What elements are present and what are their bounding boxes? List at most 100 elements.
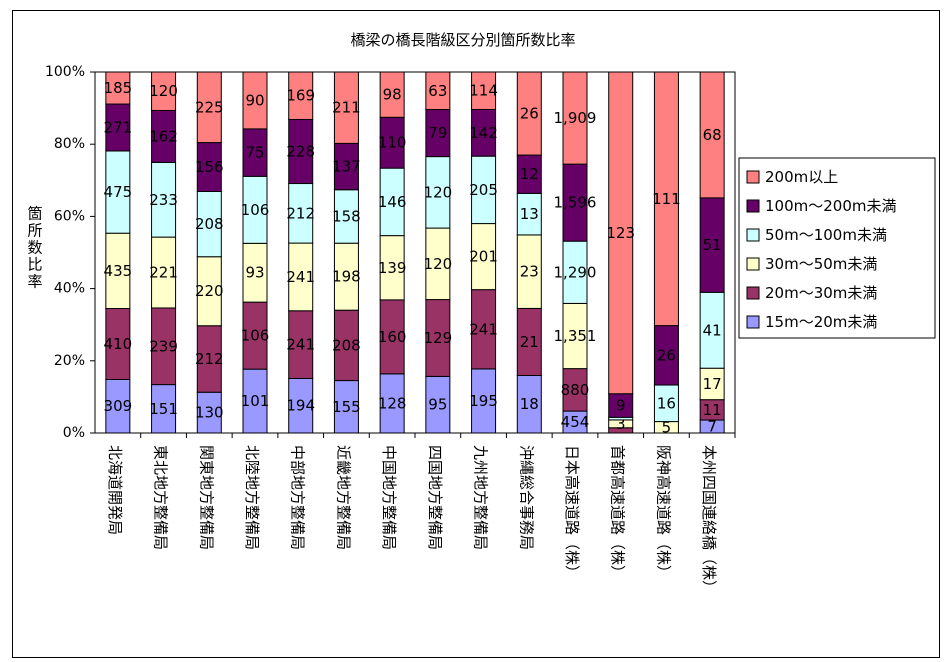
bar-segment <box>242 175 268 244</box>
bar-segment <box>471 289 497 370</box>
data-label: 93 <box>245 264 264 282</box>
data-label: 239 <box>149 337 178 355</box>
bar-segment <box>562 302 588 370</box>
bar-segment <box>471 155 497 225</box>
category-label: 北海道開発局 <box>106 445 124 535</box>
data-label: 5 <box>662 418 672 436</box>
data-label: 1,909 <box>554 109 597 127</box>
data-label: 137 <box>332 158 361 176</box>
y-tick-label: 40% <box>54 281 85 297</box>
bar-segment <box>699 291 725 369</box>
data-label: 221 <box>149 264 178 282</box>
data-label: 3 <box>616 415 626 433</box>
bar-segment <box>242 128 268 177</box>
category-label: 関東地方整備局 <box>197 445 215 550</box>
data-label: 17 <box>703 375 722 393</box>
legend: 200m以上 100m～200m未満 50m～100m未満 30m～50m未満 20m～… <box>746 168 897 331</box>
data-label: 225 <box>195 98 224 116</box>
y-tick-label: 60% <box>54 208 85 224</box>
data-label: 241 <box>469 320 498 338</box>
bar-segment <box>425 71 451 111</box>
data-label: 11 <box>703 401 722 419</box>
bar-segment <box>425 109 451 158</box>
data-label: 139 <box>378 259 407 277</box>
bar-segment <box>699 71 725 199</box>
data-label: 123 <box>606 224 635 242</box>
bar-segment <box>105 308 131 380</box>
bar-segment <box>653 71 679 327</box>
bar-segment <box>516 71 542 156</box>
bar-segment <box>333 189 359 244</box>
bar-segment <box>105 378 131 434</box>
bar-segment <box>379 299 405 375</box>
y-tick-label: 0% <box>63 425 85 441</box>
data-label: 233 <box>149 191 178 209</box>
data-label: 51 <box>703 236 722 254</box>
data-label: 1,351 <box>554 327 597 345</box>
data-label: 75 <box>245 144 264 162</box>
bar-segment <box>562 163 588 242</box>
bar-segment <box>105 71 131 105</box>
data-label: 106 <box>241 201 270 219</box>
data-label: 475 <box>104 183 133 201</box>
data-label: 201 <box>469 248 498 266</box>
category-labels: 北海道開発局 東北地方整備局 関東地方整備局 北陸地方整備局 中部地方整備局 近畿地方整備… <box>106 445 718 595</box>
bar-segment <box>242 301 268 370</box>
bar-segment <box>653 325 679 386</box>
category-label: 中国地方整備局 <box>380 445 398 550</box>
category-label: 東北地方整備局 <box>152 445 170 550</box>
data-label: 160 <box>378 328 407 346</box>
stacked-bar-chart: 橋梁の橋長階級区分別箇所数比率 箇所数比率 0% 20% 40% 60% 80% 100%… <box>27 31 936 595</box>
bar-segment <box>562 240 588 304</box>
legend-swatch <box>746 170 760 184</box>
category-label: 沖縄総合事務局 <box>517 445 535 550</box>
data-label: 198 <box>332 268 361 286</box>
category-label: 北陸地方整備局 <box>243 445 261 550</box>
bar-segment <box>379 373 405 434</box>
y-tick-label: 20% <box>54 353 85 369</box>
data-label: 13 <box>520 205 539 223</box>
legend-label: 50m～100m未満 <box>765 226 887 244</box>
bar-segment <box>242 71 268 130</box>
bar-segment <box>151 71 177 111</box>
data-label: 195 <box>469 392 498 410</box>
data-label: 185 <box>104 79 133 97</box>
data-label: 129 <box>424 329 453 347</box>
bar-segment <box>333 309 359 382</box>
data-label: 241 <box>286 268 315 286</box>
category-label: 中部地方整備局 <box>289 445 307 550</box>
y-tick-label: 80% <box>54 136 85 152</box>
data-label: 142 <box>469 124 498 142</box>
bar-segment <box>196 256 222 327</box>
data-label: 16 <box>657 394 676 412</box>
data-label: 120 <box>424 255 453 273</box>
bar-segment <box>699 367 725 401</box>
data-label: 212 <box>286 204 315 222</box>
bar-segment <box>471 71 497 110</box>
data-label: 162 <box>149 127 178 145</box>
data-label: 271 <box>104 118 133 136</box>
legend-swatch <box>746 286 760 300</box>
data-label: 211 <box>332 99 361 117</box>
bar-segment <box>333 71 359 144</box>
data-label: 120 <box>149 82 178 100</box>
chart-title: 橋梁の橋長階級区分別箇所数比率 <box>350 31 575 49</box>
data-label: 156 <box>195 158 224 176</box>
bar-segment <box>196 71 222 144</box>
data-label: 205 <box>469 181 498 199</box>
data-label: 106 <box>241 327 270 345</box>
data-label: 128 <box>378 394 407 412</box>
data-label: 26 <box>520 105 539 123</box>
bar-segment <box>288 377 314 434</box>
legend-label: 15m～20m未満 <box>765 313 877 331</box>
data-label: 220 <box>195 282 224 300</box>
data-label: 101 <box>241 392 270 410</box>
bar-segment <box>699 197 725 293</box>
data-label: 95 <box>428 396 447 414</box>
data-label: 114 <box>469 82 498 100</box>
data-label: 21 <box>520 333 539 351</box>
y-axis-label: 箇所数比率 <box>27 205 42 291</box>
category-label: 首都高速道路（株） <box>609 445 627 580</box>
category-label: 本州四国連絡橋（株） <box>700 445 718 595</box>
data-label: 155 <box>332 398 361 416</box>
